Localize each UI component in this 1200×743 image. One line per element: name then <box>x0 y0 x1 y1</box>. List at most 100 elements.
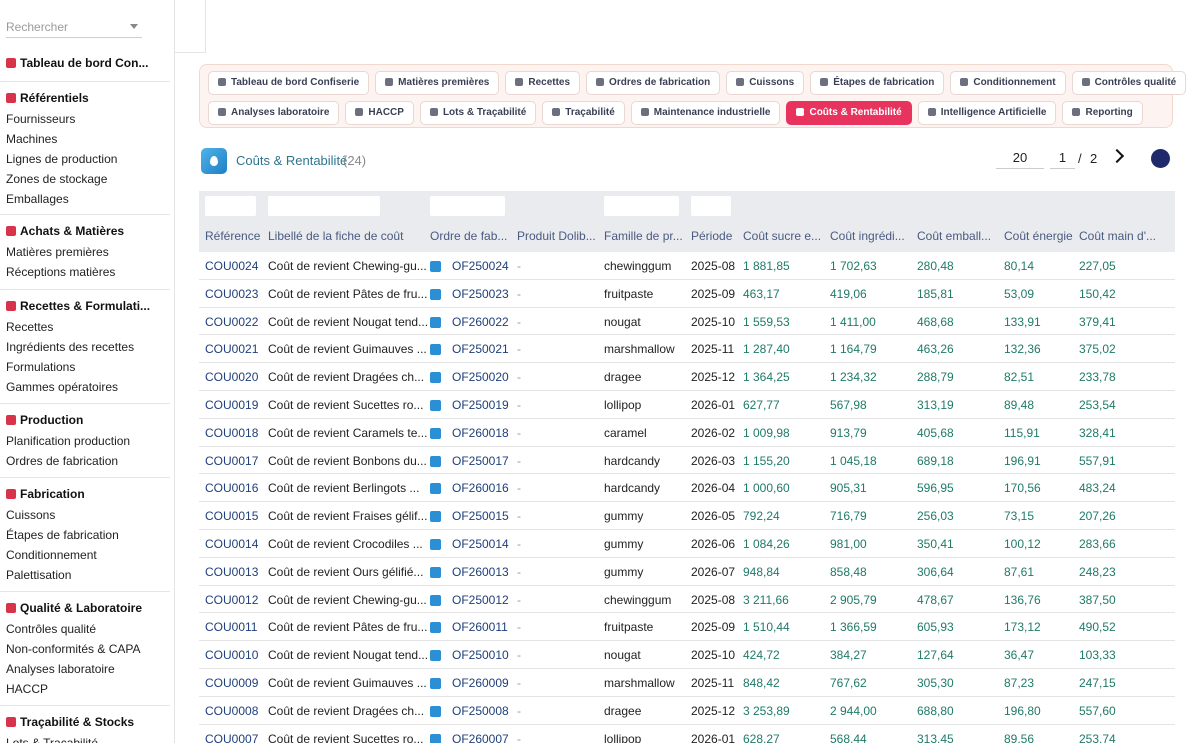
column-header[interactable]: Coût ingrédi... <box>830 229 905 243</box>
cell[interactable]: OF250008 <box>452 703 509 718</box>
column-header[interactable]: Ordre de fab... <box>430 229 508 243</box>
cell[interactable]: COU0008 <box>205 703 259 718</box>
next-page[interactable] <box>1109 148 1125 164</box>
section-title[interactable]: Qualité & Laboratoire <box>6 601 142 615</box>
section-title[interactable]: Production <box>6 413 83 427</box>
menu-item[interactable]: Fournisseurs <box>6 112 76 126</box>
cell[interactable]: OF260022 <box>452 314 509 329</box>
tab[interactable]: Traçabilité <box>542 101 625 125</box>
cell[interactable]: COU0013 <box>205 564 259 579</box>
tab[interactable]: Cuissons <box>726 71 805 95</box>
tab[interactable]: Reporting <box>1062 101 1143 125</box>
menu-item[interactable]: Ingrédients des recettes <box>6 340 135 354</box>
tab[interactable]: Maintenance industrielle <box>630 101 781 125</box>
menu-item[interactable]: Contrôles qualité <box>6 622 97 636</box>
cell[interactable]: OF250021 <box>452 342 509 357</box>
menu-item[interactable]: HACCP <box>6 682 49 696</box>
cell[interactable]: OF260011 <box>452 620 508 635</box>
menu-item[interactable]: Réceptions matières <box>6 265 116 279</box>
cell[interactable]: OF250023 <box>452 286 509 301</box>
cell[interactable]: OF250010 <box>452 648 509 663</box>
tab[interactable]: HACCP <box>345 101 414 125</box>
tab[interactable]: Recettes <box>505 71 581 95</box>
column-header[interactable]: Produit Dolib... <box>517 229 596 243</box>
filter-input[interactable] <box>268 196 380 216</box>
add-button[interactable] <box>1151 149 1170 168</box>
column-header[interactable]: Coût énergie <box>1004 229 1073 243</box>
cell[interactable]: COU0011 <box>205 620 258 635</box>
cell[interactable]: COU0014 <box>205 537 259 551</box>
column-header[interactable]: Coût main d'... <box>1079 229 1156 243</box>
menu-item[interactable]: Non-conformités & CAPA <box>6 642 141 656</box>
page-input[interactable]: 1 <box>1050 148 1075 169</box>
cell[interactable]: OF250020 <box>452 370 509 385</box>
column-header[interactable]: Coût emball... <box>917 229 992 243</box>
menu-item[interactable]: Palettisation <box>6 568 72 582</box>
tab[interactable]: Coûts & Rentabilité <box>786 101 912 125</box>
section-title[interactable]: Achats & Matières <box>6 224 124 238</box>
section-title[interactable]: Recettes & Formulati... <box>6 299 150 313</box>
filter-input[interactable] <box>604 196 679 216</box>
column-header[interactable]: Famille de pr... <box>604 229 683 243</box>
cell[interactable]: OF250017 <box>452 453 509 468</box>
section-title[interactable]: Traçabilité & Stocks <box>6 715 134 729</box>
cell[interactable]: COU0018 <box>205 425 259 440</box>
menu-item[interactable]: Cuissons <box>6 508 56 522</box>
cell[interactable]: OF250014 <box>452 537 509 551</box>
cell[interactable]: COU0020 <box>205 370 259 385</box>
cell[interactable]: OF260013 <box>452 564 509 579</box>
tab[interactable]: Contrôles qualité <box>1071 71 1187 95</box>
cell[interactable]: COU0022 <box>205 314 259 329</box>
tab[interactable]: Étapes de fabrication <box>810 71 945 95</box>
cell[interactable]: COU0009 <box>205 676 259 690</box>
cell[interactable]: OF260007 <box>452 731 509 743</box>
cell[interactable]: OF250015 <box>452 509 509 524</box>
menu-item[interactable]: Emballages <box>6 192 69 206</box>
menu-item[interactable]: Planification production <box>6 434 131 448</box>
cell[interactable]: OF250012 <box>452 592 509 607</box>
menu-item[interactable]: Recettes <box>6 320 54 334</box>
tab[interactable]: Matières premières <box>375 71 500 95</box>
column-header[interactable]: Référence <box>205 229 261 243</box>
cell[interactable]: COU0024 <box>205 259 259 273</box>
cell[interactable]: OF260009 <box>452 676 509 690</box>
menu-item[interactable]: Lots & Traçabilité <box>6 736 99 743</box>
menu-item[interactable]: Zones de stockage <box>6 172 108 186</box>
cell[interactable]: COU0019 <box>205 398 259 412</box>
tab[interactable]: Analyses laboratoire <box>208 101 340 125</box>
cell[interactable]: OF250024 <box>452 259 509 273</box>
menu-item[interactable]: Formulations <box>6 360 76 374</box>
tab[interactable]: Conditionnement <box>950 71 1066 95</box>
column-header[interactable]: Coût sucre e... <box>743 229 822 243</box>
filter-input[interactable] <box>691 196 731 216</box>
cell[interactable]: COU0007 <box>205 731 259 743</box>
cell[interactable]: COU0017 <box>205 453 259 468</box>
section-title[interactable]: Tableau de bord Con... <box>6 56 148 70</box>
cell[interactable]: OF250019 <box>452 398 509 412</box>
cell[interactable]: COU0010 <box>205 648 259 663</box>
search-input[interactable]: Rechercher <box>6 20 69 34</box>
menu-item[interactable]: Ordres de fabrication <box>6 454 119 468</box>
menu-item[interactable]: Matières premières <box>6 245 109 259</box>
filter-input[interactable] <box>205 196 256 216</box>
column-header[interactable]: Période <box>691 229 733 243</box>
section-title[interactable]: Fabrication <box>6 487 85 501</box>
menu-item[interactable]: Conditionnement <box>6 548 97 562</box>
tab[interactable]: Intelligence Artificielle <box>917 101 1057 125</box>
menu-item[interactable]: Analyses laboratoire <box>6 662 115 676</box>
section-title[interactable]: Référentiels <box>6 91 89 105</box>
tab[interactable]: Tableau de bord Confiserie <box>208 71 370 95</box>
cell[interactable]: OF260018 <box>452 425 509 440</box>
cell[interactable]: COU0016 <box>205 481 259 496</box>
cell[interactable]: OF260016 <box>452 481 509 496</box>
column-header[interactable]: Libellé de la fiche de coût <box>268 229 404 243</box>
cell[interactable]: COU0015 <box>205 509 259 524</box>
menu-item[interactable]: Lignes de production <box>6 152 118 166</box>
cell[interactable]: COU0021 <box>205 342 259 357</box>
cell[interactable]: COU0012 <box>205 592 259 607</box>
tab[interactable]: Lots & Traçabilité <box>419 101 537 125</box>
page-size[interactable]: 20 <box>996 148 1044 169</box>
tab[interactable]: Ordres de fabrication <box>586 71 721 95</box>
cell[interactable]: COU0023 <box>205 286 259 301</box>
menu-item[interactable]: Étapes de fabrication <box>6 528 119 542</box>
